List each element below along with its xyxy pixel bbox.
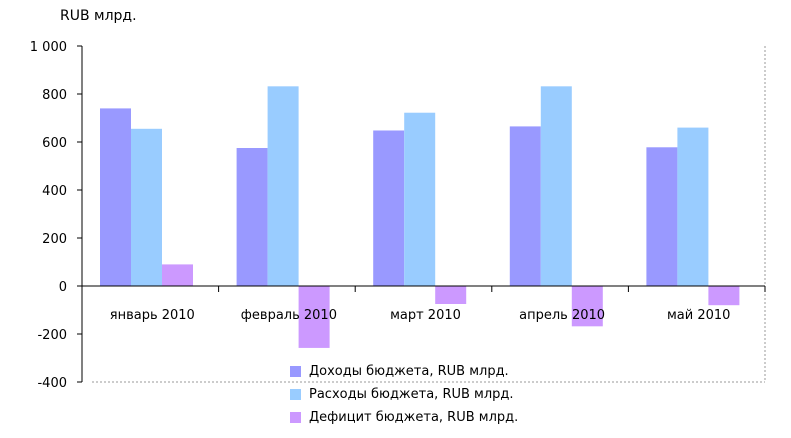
- y-tick-label: -200: [37, 328, 67, 343]
- bar-income-0: [100, 108, 131, 286]
- bar-income-1: [237, 148, 268, 286]
- bar-income-3: [510, 126, 541, 286]
- y-tick-label: 600: [42, 136, 67, 151]
- bar-deficit-0: [162, 264, 193, 286]
- legend-item-income: Доходы бюджета, RUB млрд.: [290, 360, 518, 383]
- legend-label-deficit: Дефицит бюджета, RUB млрд.: [309, 410, 518, 425]
- x-category-label: апрель 2010: [519, 308, 605, 323]
- legend-label-expenses: Расходы бюджета, RUB млрд.: [309, 387, 514, 402]
- bar-deficit-4: [708, 286, 739, 305]
- legend-swatch-deficit: [290, 412, 301, 423]
- legend-swatch-expenses: [290, 389, 301, 400]
- bar-expenses-0: [131, 129, 162, 286]
- x-category-label: май 2010: [667, 308, 730, 323]
- bar-income-4: [646, 147, 677, 286]
- bar-expenses-3: [541, 86, 572, 286]
- x-category-label: март 2010: [390, 308, 461, 323]
- legend-item-deficit: Дефицит бюджета, RUB млрд.: [290, 406, 518, 429]
- y-tick-label: 200: [42, 232, 67, 247]
- legend-label-income: Доходы бюджета, RUB млрд.: [309, 364, 509, 379]
- bar-expenses-1: [268, 86, 299, 286]
- bar-income-2: [373, 130, 404, 286]
- y-tick-label: 0: [59, 280, 67, 295]
- x-category-label: февраль 2010: [241, 308, 337, 323]
- x-axis: январь 2010 февраль 2010 март 2010 апрель 2…: [82, 286, 765, 323]
- y-tick-label: 800: [42, 88, 67, 103]
- bar-expenses-2: [404, 113, 435, 286]
- legend: Доходы бюджета, RUB млрд. Расходы бюджет…: [290, 360, 518, 429]
- bar-deficit-2: [435, 286, 466, 304]
- legend-item-expenses: Расходы бюджета, RUB млрд.: [290, 383, 518, 406]
- bar-expenses-4: [677, 128, 708, 286]
- y-tick-label: 400: [42, 184, 67, 199]
- y-tick-label: 1 000: [30, 40, 67, 55]
- y-tick-label: -400: [37, 376, 67, 391]
- x-category-label: январь 2010: [110, 308, 195, 323]
- legend-swatch-income: [290, 366, 301, 377]
